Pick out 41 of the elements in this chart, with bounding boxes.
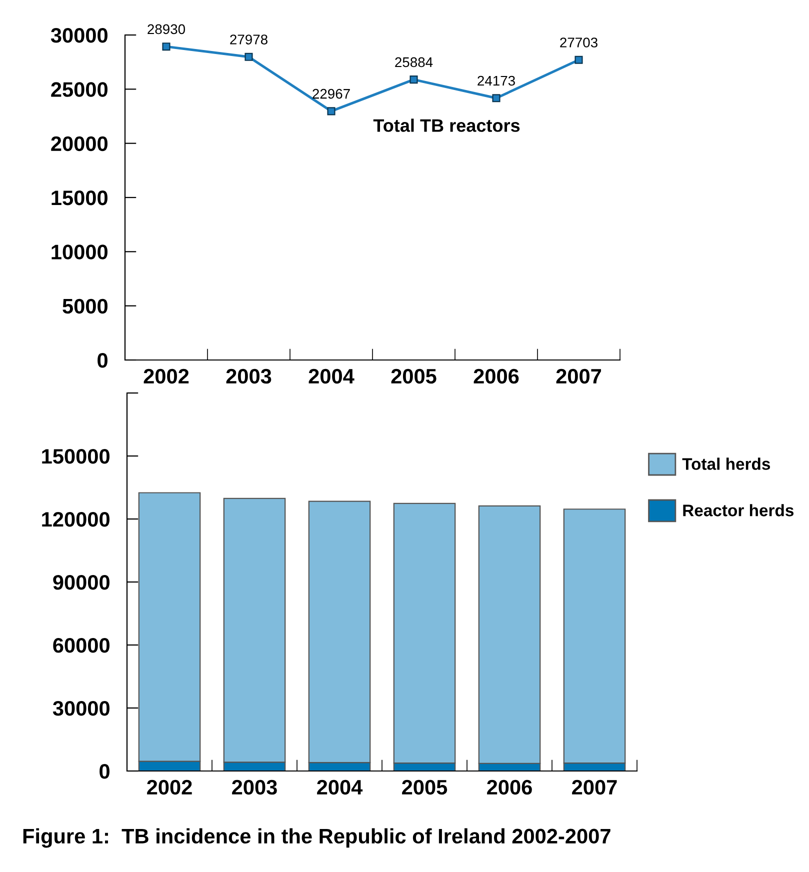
point [244, 52, 253, 61]
point [492, 94, 500, 102]
y-tick-label: 25000 [51, 82, 108, 97]
y-tick-label: 10000 [52, 244, 108, 260]
x-tick-label: 2002 [147, 780, 192, 795]
x-tick-label: 2007 [556, 368, 602, 384]
y-tick-label: 120000 [42, 512, 110, 527]
y-tick-label: 90000 [53, 575, 110, 590]
x-tick-label: 2007 [572, 780, 617, 795]
data-label: 28930 [148, 24, 186, 34]
legend-label: Reactor herds [683, 504, 794, 516]
caption: Figure 1: TB incidence in the Republic of Ireland 2002-2007 [23, 828, 610, 848]
data-label: 27703 [560, 38, 598, 48]
y-tick-label: 150000 [42, 449, 110, 464]
x-tick-label: 2003 [226, 368, 272, 384]
x-tick-label: 2005 [391, 368, 436, 384]
y-tick-label: 0 [98, 353, 108, 368]
series-label: Total TB reactors [373, 118, 520, 132]
point [327, 107, 336, 116]
y-tick-label: 15000 [52, 190, 108, 206]
point [574, 56, 583, 64]
data-label: 22967 [312, 88, 350, 99]
x-tick-label: 2003 [232, 780, 277, 795]
x-tick-label: 2006 [474, 368, 519, 384]
data-label: 24173 [478, 76, 515, 86]
y-tick-label: 20000 [51, 136, 108, 152]
x-tick-label: 2005 [402, 780, 448, 795]
point [410, 76, 418, 84]
y-tick-label: 5000 [62, 298, 108, 314]
y-tick-label: 60000 [53, 638, 110, 653]
x-tick-label: 2002 [144, 368, 189, 384]
x-tick-label: 2004 [317, 780, 363, 795]
legend-label: Total herds [682, 458, 770, 470]
x-tick-label: 2004 [308, 368, 354, 384]
y-tick-label: 30000 [50, 28, 108, 43]
point [162, 42, 170, 51]
data-label: 27978 [230, 34, 268, 44]
y-tick-label: 30000 [52, 701, 110, 716]
y-tick-label: 0 [100, 764, 110, 779]
data-label: 25884 [395, 57, 433, 68]
x-tick-label: 2006 [487, 780, 532, 795]
